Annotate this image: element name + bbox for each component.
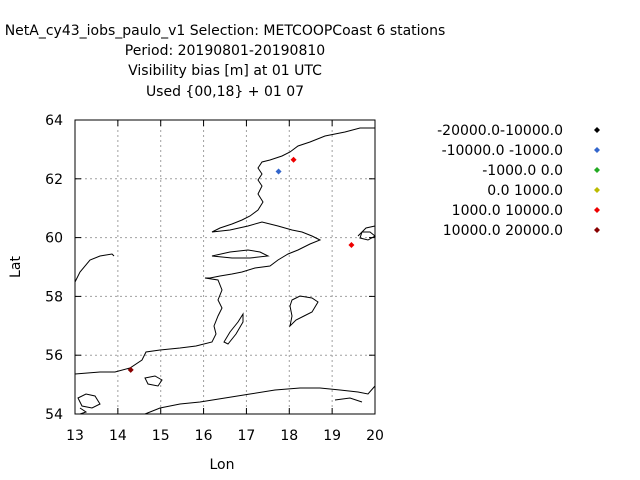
island-bornholm xyxy=(144,375,163,387)
x-tick-label: 13 xyxy=(66,428,84,444)
axis-ticks xyxy=(74,119,376,415)
legend-marker xyxy=(594,127,600,133)
plot-frame xyxy=(74,119,376,415)
coastlines xyxy=(74,127,376,415)
title-line-1: NetA_cy43_iobs_paulo_v1 Selection: METCO… xyxy=(5,23,446,39)
y-axis-label: Lat xyxy=(8,256,24,278)
y-tick-label: 64 xyxy=(45,113,63,129)
x-tick-label: 15 xyxy=(152,428,170,444)
title-line-2: Period: 20190801-20190810 xyxy=(125,43,325,59)
legend-label: -1000.0 0.0 xyxy=(482,163,563,179)
legend-marker xyxy=(594,187,600,193)
y-tick-label: 62 xyxy=(45,172,63,188)
x-tick-label: 20 xyxy=(366,428,384,444)
legend-label: 10000.0 20000.0 xyxy=(443,223,563,239)
coastline-sweden xyxy=(74,127,375,375)
x-tick-label: 17 xyxy=(238,428,256,444)
station-point xyxy=(127,366,134,373)
legend-marker xyxy=(594,227,600,233)
x-tick-label: 16 xyxy=(195,428,213,444)
island-oland xyxy=(223,312,244,345)
station-point xyxy=(348,241,355,248)
legend-label: -10000.0 -1000.0 xyxy=(442,143,563,159)
x-tick-label: 18 xyxy=(280,428,298,444)
x-tick-labels: 13 14 15 16 17 18 19 20 xyxy=(66,428,384,444)
title-line-3: Visibility bias [m] at 01 UTC xyxy=(128,63,322,79)
title-line-4: Used {00,18} + 01 07 xyxy=(146,84,304,100)
y-tick-label: 56 xyxy=(45,348,63,364)
y-tick-label: 60 xyxy=(45,231,63,247)
legend-label: 1000.0 10000.0 xyxy=(452,203,563,219)
x-axis-label: Lon xyxy=(210,457,235,473)
island-danish-small xyxy=(79,407,88,415)
legend-label: 0.0 1000.0 xyxy=(487,183,563,199)
gridlines xyxy=(75,120,375,414)
y-tick-label: 54 xyxy=(45,407,63,423)
coastline-finland xyxy=(357,225,376,237)
x-tick-label: 19 xyxy=(323,428,341,444)
legend: -20000.0-10000.0 -10000.0 -1000.0 -1000.0 … xyxy=(437,123,600,239)
coastline-poland xyxy=(144,385,376,415)
coastline-lake xyxy=(211,249,270,259)
legend-marker xyxy=(594,167,600,173)
x-tick-label: 14 xyxy=(109,428,127,444)
coastline-norway xyxy=(74,253,115,283)
legend-label: -20000.0-10000.0 xyxy=(437,123,563,139)
station-point xyxy=(290,156,297,163)
island-danish xyxy=(77,393,101,409)
island-gotland xyxy=(289,295,319,328)
coastline-lithuania xyxy=(334,397,363,403)
station-point xyxy=(275,168,282,175)
plot-area xyxy=(74,119,376,415)
legend-marker xyxy=(594,207,600,213)
legend-marker xyxy=(594,147,600,153)
data-points xyxy=(127,156,355,373)
y-tick-labels: 54 56 58 60 62 64 xyxy=(45,113,63,423)
plot-background xyxy=(75,120,375,414)
y-tick-label: 58 xyxy=(45,289,63,305)
